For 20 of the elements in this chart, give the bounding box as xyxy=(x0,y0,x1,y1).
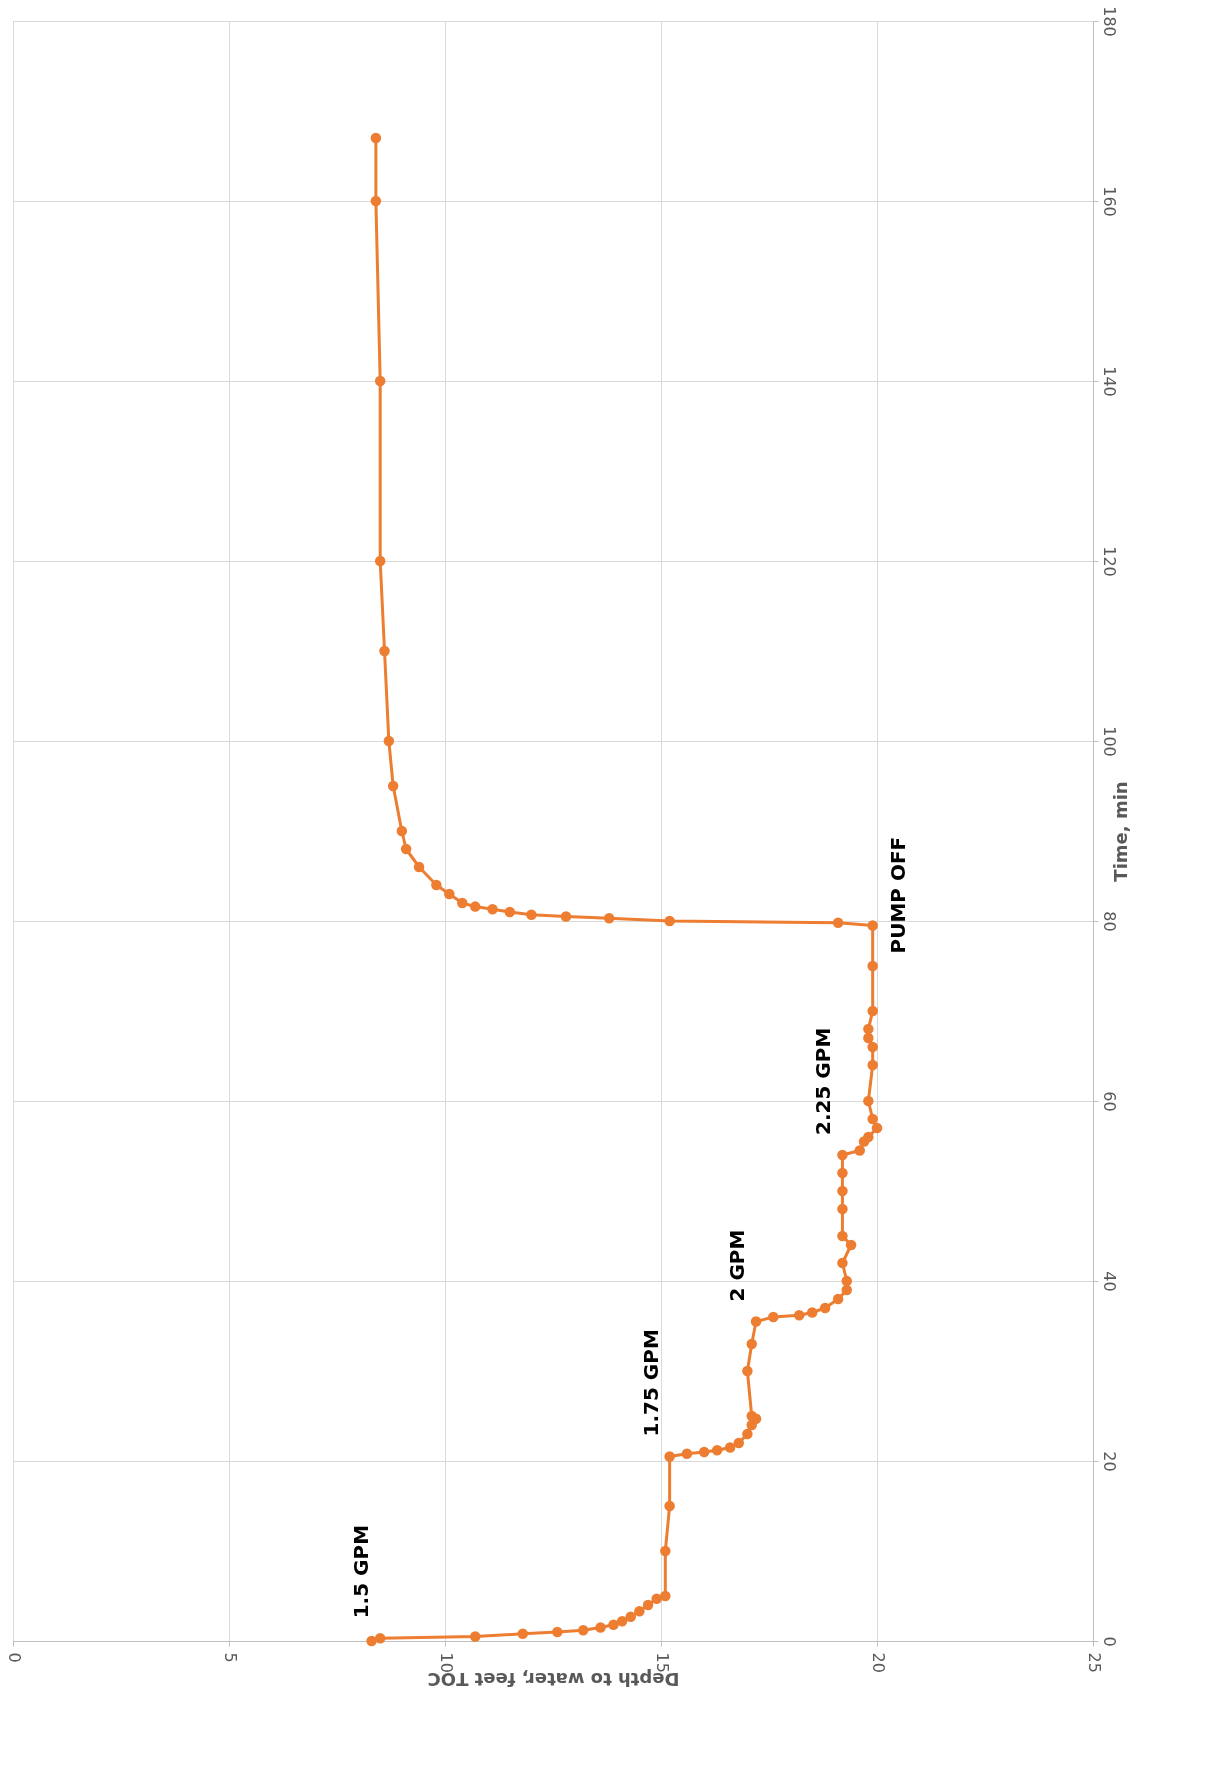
y-tick-label: 40 xyxy=(1099,1271,1119,1292)
y-tick-label: 120 xyxy=(1099,546,1119,577)
y-tick-label: 0 xyxy=(1099,1636,1119,1647)
annotation: PUMP OFF xyxy=(885,836,910,954)
y-axis-title: Time, min xyxy=(1109,781,1131,882)
x-tick-label: 20 xyxy=(868,1652,888,1673)
x-tick-label: 25 xyxy=(1084,1652,1104,1673)
annotation: 2 GPM xyxy=(725,1229,750,1302)
annotation: 1.75 GPM xyxy=(638,1329,663,1437)
y-tick-label: 20 xyxy=(1099,1451,1119,1472)
x-tick-label: 0 xyxy=(4,1652,24,1663)
y-tick-label: 60 xyxy=(1099,1091,1119,1112)
y-tick-label: 140 xyxy=(1099,366,1119,397)
y-tick-label: 100 xyxy=(1099,726,1119,757)
annotation: 1.5 GPM xyxy=(349,1524,374,1619)
y-tick-label: 180 xyxy=(1099,6,1119,37)
y-tick-label: 80 xyxy=(1099,911,1119,932)
y-tick-label: 160 xyxy=(1099,186,1119,217)
x-tick-label: 5 xyxy=(220,1652,240,1663)
annotation: 2.25 GPM xyxy=(811,1027,836,1135)
